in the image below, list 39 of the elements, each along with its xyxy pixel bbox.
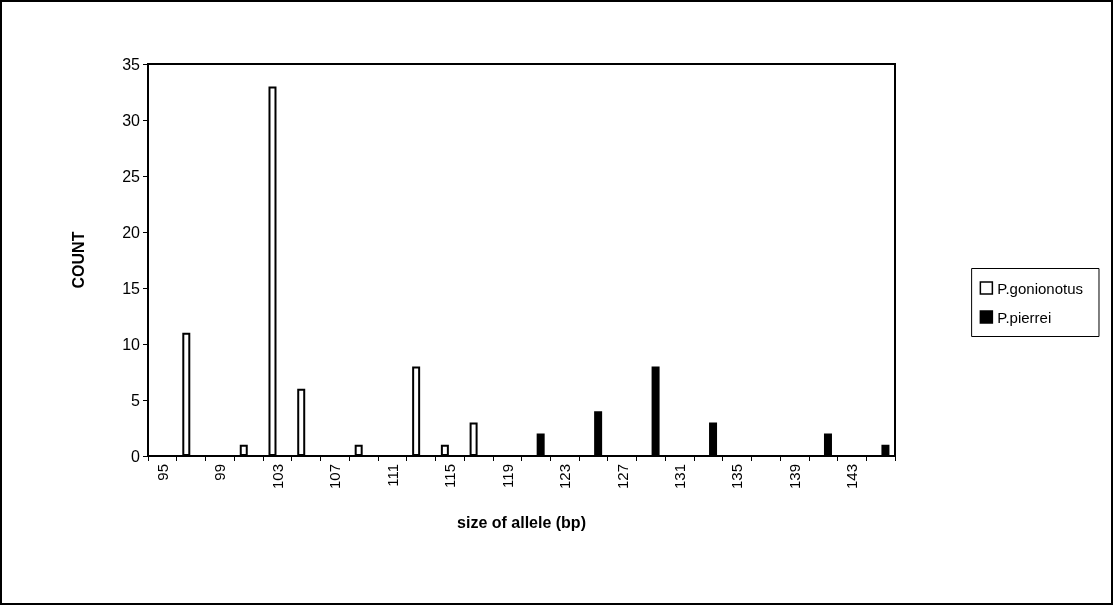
bar bbox=[297, 388, 306, 456]
bar bbox=[268, 86, 277, 456]
x-tick-label: 115 bbox=[441, 464, 459, 488]
bar bbox=[239, 444, 248, 456]
y-tick-label: 25 bbox=[122, 167, 141, 185]
bar bbox=[182, 332, 191, 456]
x-tick-label: 139 bbox=[785, 464, 803, 490]
bar bbox=[709, 422, 718, 456]
y-tick-label: 15 bbox=[122, 279, 141, 297]
bar bbox=[354, 444, 363, 456]
bar bbox=[536, 433, 545, 456]
y-tick-label: 35 bbox=[122, 55, 141, 73]
x-tick-label: 131 bbox=[671, 464, 689, 490]
x-tick-label: 111 bbox=[383, 464, 401, 487]
legend-label: P.pierrei bbox=[997, 308, 1052, 326]
y-tick-label: 0 bbox=[131, 447, 141, 465]
x-tick-label: 119 bbox=[498, 464, 516, 488]
y-axis-title: COUNT bbox=[69, 231, 87, 289]
bar bbox=[881, 444, 890, 456]
bar bbox=[440, 444, 449, 456]
bar bbox=[651, 366, 660, 456]
y-tick-label: 30 bbox=[122, 111, 141, 129]
y-tick-label: 10 bbox=[122, 335, 141, 353]
y-tick-label: 5 bbox=[131, 391, 141, 409]
legend-label: P.gonionotus bbox=[997, 279, 1084, 297]
x-tick-label: 103 bbox=[268, 464, 286, 490]
y-tick-label: 20 bbox=[122, 223, 141, 241]
x-tick-label: 123 bbox=[556, 464, 574, 490]
x-tick-label: 135 bbox=[728, 464, 746, 490]
x-tick-label: 99 bbox=[211, 464, 229, 481]
x-tick-label: 95 bbox=[153, 464, 171, 481]
x-tick-label: 107 bbox=[326, 464, 344, 490]
bar bbox=[412, 366, 421, 456]
x-tick-label: 143 bbox=[843, 464, 861, 490]
bar bbox=[469, 422, 478, 456]
bar bbox=[823, 433, 832, 456]
x-tick-label: 127 bbox=[613, 464, 631, 490]
bar bbox=[594, 411, 603, 456]
x-axis-title: size of allele (bp) bbox=[457, 513, 586, 531]
